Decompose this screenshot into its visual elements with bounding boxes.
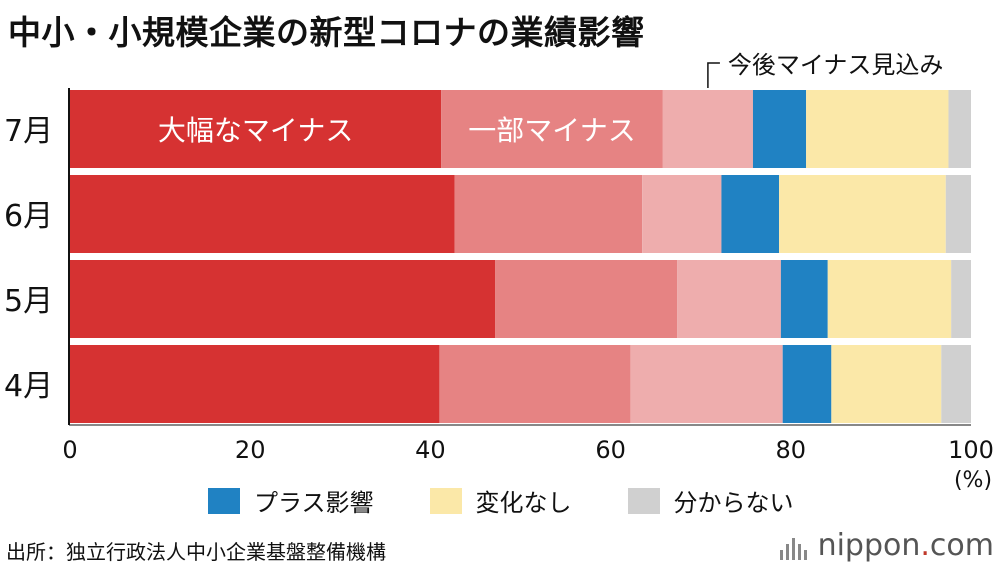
category-label-1: 6月 xyxy=(4,199,53,234)
logo-tld: com xyxy=(929,528,994,563)
logo-dot: . xyxy=(920,528,930,563)
x-tick-label-2: 40 xyxy=(415,436,446,464)
bar-2-1 xyxy=(495,260,678,338)
bar-1-3 xyxy=(721,175,780,253)
bar-3-0 xyxy=(70,345,440,423)
logo-bars-icon xyxy=(779,532,810,560)
legend-swatch-plus xyxy=(208,487,240,514)
bar-0-2 xyxy=(662,90,753,168)
bar-1-5 xyxy=(945,175,971,253)
x-tick-label-3: 60 xyxy=(595,436,626,464)
category-label-2: 5月 xyxy=(4,284,53,319)
legend-item-plus: プラス影響 xyxy=(208,483,374,518)
legend: プラス影響 変化なし 分からない xyxy=(208,483,850,518)
bar-2-0 xyxy=(70,260,496,338)
legend-label-unknown: 分からない xyxy=(673,489,794,517)
inbar-label-1: 一部マイナス xyxy=(468,114,635,147)
x-tick-label-5: 100 xyxy=(948,436,994,464)
bar-3-5 xyxy=(941,345,971,423)
bar-1-1 xyxy=(454,175,643,253)
bar-1-2 xyxy=(642,175,722,253)
bar-3-4 xyxy=(831,345,942,423)
legend-swatch-unknown xyxy=(627,487,660,514)
bar-2-3 xyxy=(780,260,828,338)
inbar-label-0: 大幅なマイナス xyxy=(158,114,353,147)
bar-0-1 xyxy=(441,90,663,168)
bar-1-0 xyxy=(70,175,455,253)
bar-0-3 xyxy=(752,90,807,168)
callout-leader-line xyxy=(707,62,720,88)
bar-0-5 xyxy=(948,90,971,168)
legend-label-nochange: 変化なし xyxy=(475,489,572,517)
bar-0-0 xyxy=(70,90,442,168)
source-note: 出所：独立行政法人中小企業基盤整備機構 xyxy=(6,540,386,564)
unit-label: (%) xyxy=(954,468,992,493)
category-label-0: 7月 xyxy=(4,114,53,149)
nippon-logo: nippon. com xyxy=(779,528,994,563)
chart-title: 中小・小規模企業の新型コロナの業績影響 xyxy=(8,13,645,52)
x-tick-label-0: 0 xyxy=(62,436,77,464)
bar-3-2 xyxy=(630,345,783,423)
bar-2-4 xyxy=(827,260,952,338)
legend-item-nochange: 変化なし xyxy=(429,483,572,518)
bar-3-3 xyxy=(782,345,832,423)
bar-2-2 xyxy=(677,260,781,338)
callout-label: 今後マイナス見込み xyxy=(728,51,944,79)
legend-swatch-nochange xyxy=(429,487,462,514)
bar-1-4 xyxy=(779,175,946,253)
bar-3-1 xyxy=(439,345,631,423)
x-tick-label-1: 20 xyxy=(235,436,266,464)
bar-2-5 xyxy=(951,260,971,338)
category-label-3: 4月 xyxy=(4,369,53,404)
x-tick-label-4: 80 xyxy=(776,436,807,464)
logo-name: nippon xyxy=(817,528,921,563)
legend-item-unknown: 分からない xyxy=(627,483,794,518)
legend-label-plus: プラス影響 xyxy=(254,489,374,517)
bar-0-4 xyxy=(806,90,949,168)
